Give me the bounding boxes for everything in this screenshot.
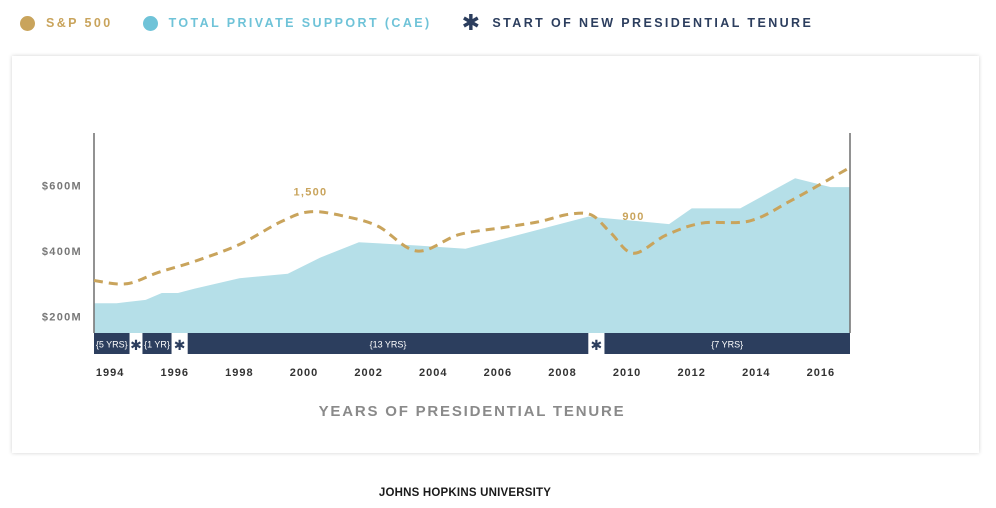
- series-area-total-private-support: [94, 178, 850, 333]
- footer-university: JOHNS HOPKINS UNIVERSITY: [378, 487, 552, 499]
- x-tick-label: 2002: [354, 367, 382, 379]
- tenure-segment-label: {5 YRS}: [96, 340, 128, 350]
- x-tick-label: 2010: [613, 367, 641, 379]
- tenure-segment-bar: [94, 333, 130, 354]
- legend-label-tenure: START OF NEW PRESIDENTIAL TENURE: [492, 16, 814, 30]
- tenure-segment-bar: [604, 333, 850, 354]
- tenure-segment-bar: [187, 333, 589, 354]
- annotation-label-1: 1,500: [293, 186, 327, 198]
- chart-card: 1,500 900 $200M $400M $600M {5 YRS} {1 YR} {13 …: [12, 56, 979, 453]
- asterisk-icon: ✱: [130, 338, 142, 354]
- tenure-segment-label: {7 YRS}: [711, 340, 743, 350]
- x-tick-label: 1994: [96, 367, 124, 379]
- tenure-segment-bar: [142, 333, 172, 354]
- tenure-segment-label: {1 YR}: [144, 340, 170, 350]
- legend-item-tenure: ✱ START OF NEW PRESIDENTIAL TENURE: [461, 10, 814, 35]
- y-tick-label: $200M: [42, 312, 82, 324]
- asterisk-icon: ✱: [174, 338, 186, 354]
- asterisk-icon: ✱: [591, 338, 603, 354]
- x-tick-label: 1998: [225, 367, 253, 379]
- chart-legend: S&P 500 TOTAL PRIVATE SUPPORT (CAE) ✱ ST…: [20, 10, 843, 35]
- asterisk-icon: ✱: [461, 10, 483, 35]
- x-tick-label: 2006: [484, 367, 512, 379]
- series-line-sp500: [93, 166, 851, 286]
- legend-item-sp500: S&P 500: [20, 15, 113, 31]
- x-tick-label: 2014: [742, 367, 770, 379]
- chart-plot: 1,500 900 $200M $400M $600M {5 YRS} {1 YR} {13 …: [42, 133, 851, 420]
- x-tick-label: 2016: [807, 367, 835, 379]
- y-tick-label: $600M: [42, 180, 82, 192]
- x-tick-label: 2004: [419, 367, 447, 379]
- annotation-label-2: 900: [622, 211, 644, 223]
- legend-item-support: TOTAL PRIVATE SUPPORT (CAE): [142, 15, 432, 31]
- legend-dot-sp500: [20, 15, 35, 31]
- x-tick-label: 2000: [290, 367, 318, 379]
- x-tick-label: 1996: [161, 367, 189, 379]
- y-tick-label: $400M: [42, 246, 82, 258]
- tenure-segment-label: {13 YRS}: [370, 340, 407, 350]
- legend-label-sp500: S&P 500: [46, 16, 113, 30]
- x-axis-title: YEARS OF PRESIDENTIAL TENURE: [319, 403, 626, 420]
- x-tick-label: 2008: [548, 367, 576, 379]
- x-tick-label: 2012: [677, 367, 705, 379]
- legend-label-support: TOTAL PRIVATE SUPPORT (CAE): [168, 16, 432, 30]
- legend-dot-support: [142, 15, 158, 31]
